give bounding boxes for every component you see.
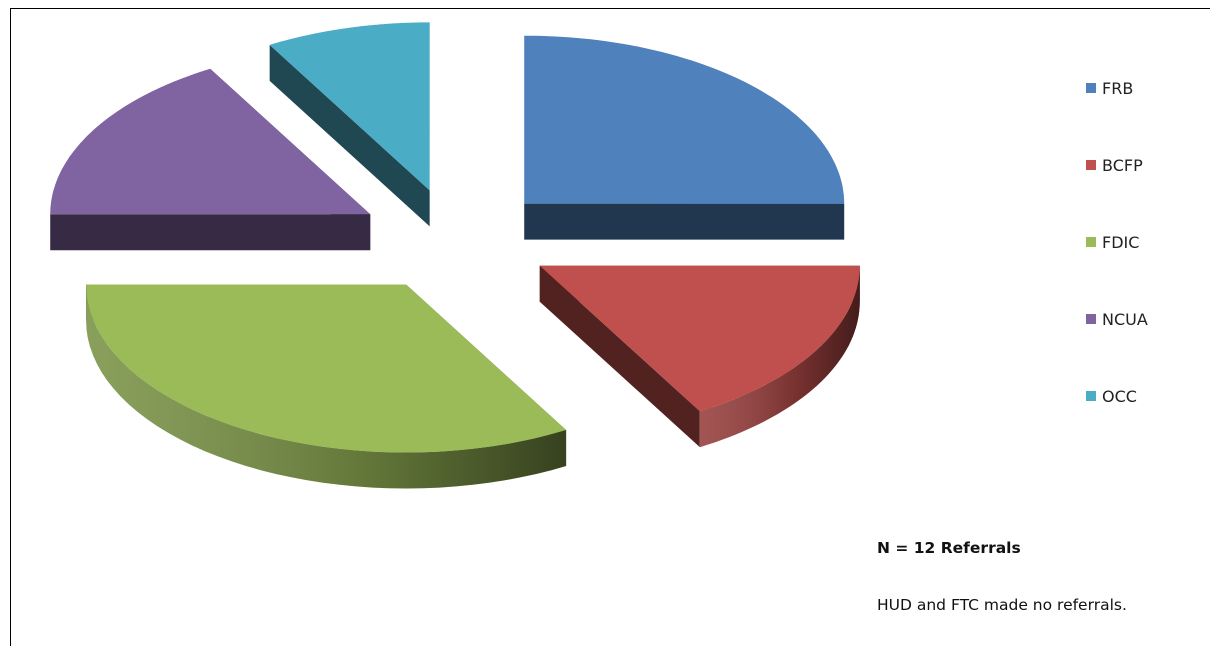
pie-slice-fdic: [86, 284, 567, 489]
pie-slice-frb-wall-end: [524, 203, 845, 240]
no-referrals-note: HUD and FTC made no referrals.: [877, 596, 1127, 614]
pie-slice-ncua-wall-start: [50, 214, 371, 251]
legend-swatch-fdic: [1086, 237, 1096, 247]
pie-slice-occ-top: [269, 22, 430, 191]
legend-item-bcfp: BCFP: [1086, 155, 1143, 175]
legend-swatch-bcfp: [1086, 160, 1096, 170]
legend-item-ncua: NCUA: [1086, 309, 1148, 329]
pie-slice-bcfp-wall-end: [539, 265, 700, 448]
pie-slice-ncua: [50, 68, 371, 251]
total-referrals-note: N = 12 Referrals: [877, 539, 1021, 557]
legend-label-bcfp: BCFP: [1102, 155, 1143, 175]
pie-slice-ncua-top: [50, 68, 371, 215]
legend-item-frb: FRB: [1086, 78, 1133, 98]
pie-slice-bcfp-side-shading: [699, 265, 860, 448]
legend-item-fdic: FDIC: [1086, 232, 1139, 252]
pie-slice-bcfp-top: [539, 265, 860, 412]
pie-slice-occ: [269, 22, 430, 227]
legend-swatch-occ: [1086, 391, 1096, 401]
pie-slice-occ-wall-start: [269, 44, 430, 227]
legend-swatch-ncua: [1086, 314, 1096, 324]
legend-swatch-frb: [1086, 83, 1096, 93]
legend-label-ncua: NCUA: [1102, 309, 1148, 329]
pie-slice-bcfp: [539, 265, 860, 448]
legend-item-occ: OCC: [1086, 386, 1137, 406]
pie-slice-frb: [524, 35, 845, 240]
pie-slice-fdic-top: [86, 284, 567, 453]
pie-slice-fdic-side-shading: [86, 284, 567, 489]
legend-label-occ: OCC: [1102, 386, 1137, 406]
legend-label-fdic: FDIC: [1102, 232, 1140, 252]
pie-slice-frb-top: [524, 35, 845, 204]
legend-label-frb: FRB: [1102, 78, 1134, 98]
